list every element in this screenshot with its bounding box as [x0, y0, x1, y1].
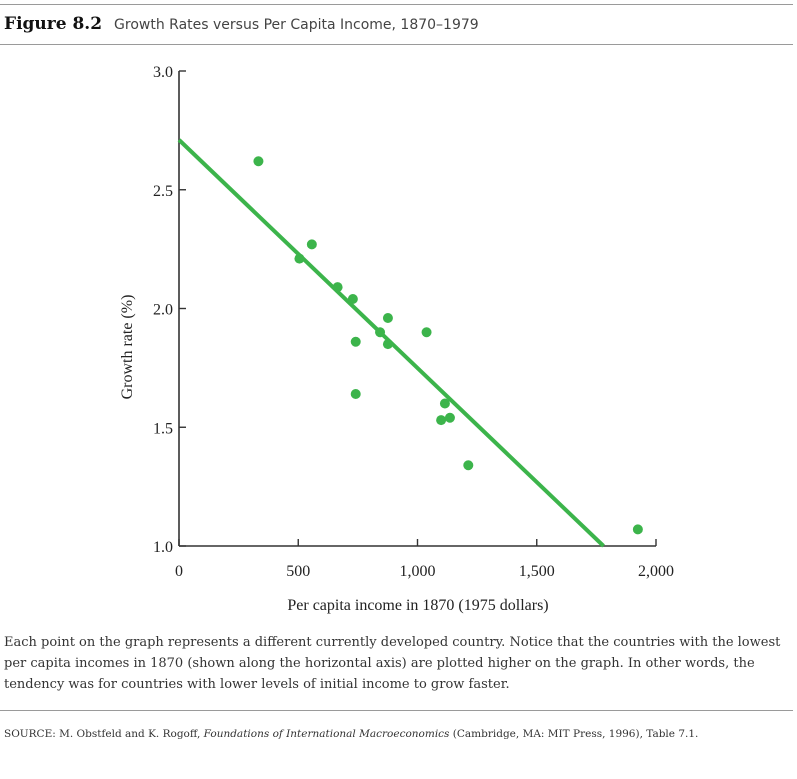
data-point [347, 294, 358, 304]
data-point [253, 156, 264, 167]
x-tick-label: 1,000 [400, 563, 436, 580]
y-tick-label: 3.0 [153, 64, 173, 81]
y-tick-label: 1.0 [153, 539, 173, 556]
data-point [332, 282, 343, 293]
data-point [350, 389, 361, 399]
data-point [294, 253, 305, 264]
data-point [382, 339, 393, 350]
y-axis-label: Growth rate (%) [119, 295, 136, 400]
figure-number: Figure 8.2 [4, 14, 103, 34]
figure-caption: Each point on the graph represents a dif… [4, 635, 781, 692]
data-point [439, 398, 450, 409]
data-point [436, 415, 447, 426]
data-point [632, 524, 643, 535]
scatter-chart: 1.0 1.5 2.0 2.5 3.0 0 500 1,000 1,500 2,000 Growt… [119, 64, 674, 614]
x-tick-label: 0 [175, 563, 183, 580]
x-tick-label: 2,000 [638, 563, 674, 580]
data-point [421, 327, 432, 338]
source-rule [0, 710, 793, 711]
data-point [306, 239, 317, 250]
source-prefix: SOURCE: M. Obstfeld and K. Rogoff, [4, 728, 204, 740]
data-point [463, 460, 474, 471]
data-point [350, 336, 361, 347]
x-axis-label: Per capita income in 1870 (1975 dollars) [287, 597, 548, 614]
x-tick-label: 500 [286, 563, 310, 580]
data-point [375, 327, 386, 338]
figure-title: Growth Rates versus Per Capita Income, 1… [114, 17, 479, 33]
y-tick-label: 2.0 [153, 302, 173, 319]
top-rule [0, 4, 793, 5]
data-point [444, 412, 455, 423]
y-tick-label: 2.5 [153, 183, 173, 200]
source-note: SOURCE: M. Obstfeld and K. Rogoff, Found… [4, 728, 790, 740]
source-suffix: (Cambridge, MA: MIT Press, 1996), Table … [449, 728, 699, 740]
header-rule [0, 44, 793, 45]
data-point [382, 313, 393, 323]
x-tick-label: 1,500 [519, 563, 555, 580]
chart-marks [177, 138, 643, 548]
chart-axes: 1.0 1.5 2.0 2.5 3.0 0 500 1,000 1,500 2,000 [153, 64, 674, 580]
source-book-title: Foundations of International Macroeconom… [203, 728, 450, 740]
figure-header: Figure 8.2 Growth Rates versus Per Capit… [4, 14, 479, 38]
y-tick-label: 1.5 [153, 420, 173, 437]
